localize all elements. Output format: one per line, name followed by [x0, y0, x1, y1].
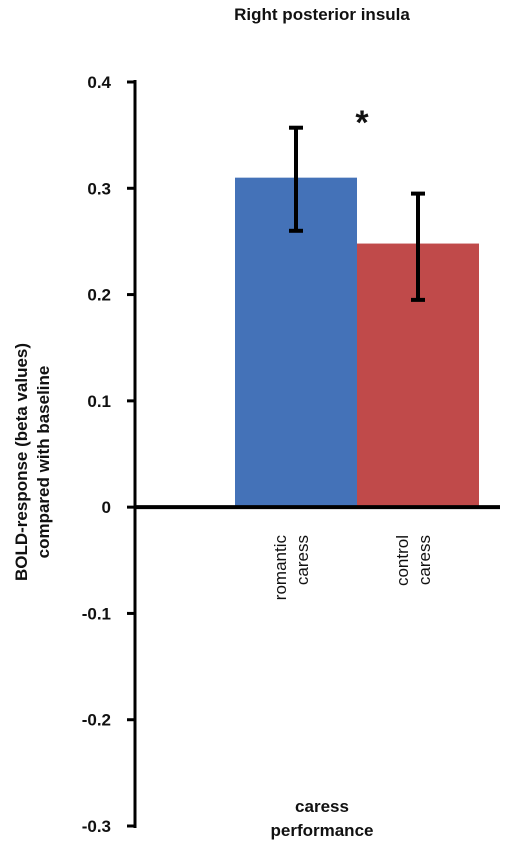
y-tick-label-4: 0 — [102, 498, 111, 517]
y-tick-label-0: 0.4 — [87, 73, 111, 92]
y-tick-label-1: 0.3 — [87, 179, 111, 198]
y-tick-label-7: -0.3 — [82, 817, 111, 836]
y-axis-title-line-2: compared with baseline — [34, 366, 53, 559]
y-tick-label-6: -0.2 — [82, 711, 111, 730]
chart-title: Right posterior insula — [234, 5, 410, 24]
significance-marker: * — [355, 104, 369, 142]
y-axis-title: BOLD-response (beta values) compared wit… — [12, 343, 53, 581]
category-label-1-line-0: control — [393, 535, 412, 586]
y-tick-label-5: -0.1 — [82, 604, 111, 623]
category-label-0-line-1: caress — [293, 535, 312, 585]
x-axis-title-line-1: caress — [295, 797, 349, 816]
category-label-0-line-0: romantic — [271, 535, 290, 601]
y-tick-label-3: 0.1 — [87, 392, 111, 411]
category-label-1-line-1: caress — [415, 535, 434, 585]
x-axis-title-line-2: performance — [271, 821, 374, 840]
y-axis-title-line-1: BOLD-response (beta values) — [12, 343, 31, 581]
y-tick-label-2: 0.2 — [87, 286, 111, 305]
